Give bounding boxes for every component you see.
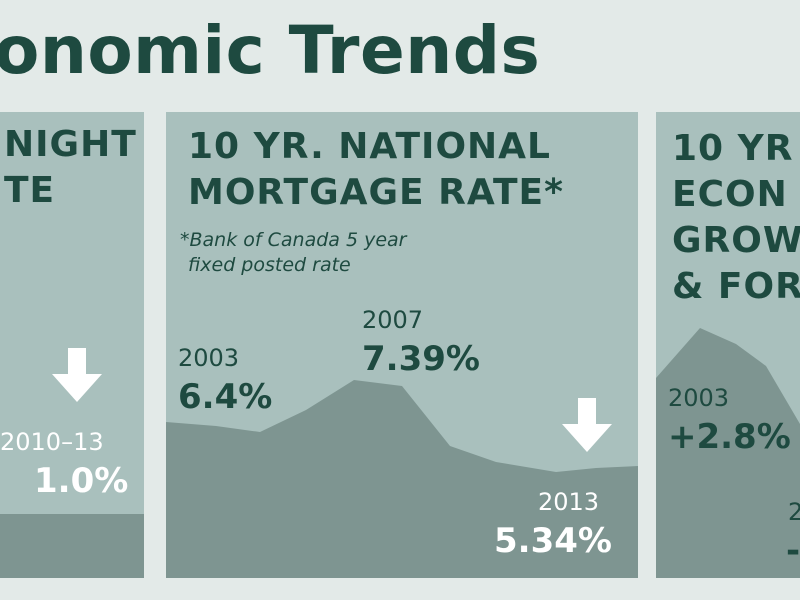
mortgage-title-line2: MORTGAGE RATE* <box>188 172 564 213</box>
growth-title-line3: GROW <box>672 220 800 261</box>
overnight-value-label: 1.0% <box>34 461 129 501</box>
mortgage-2003-value: 6.4% <box>178 377 273 417</box>
overnight-rate-area <box>0 514 144 578</box>
mortgage-rate-panel: 10 YR. NATIONAL MORTGAGE RATE* *Bank of … <box>166 112 638 578</box>
overnight-title-line1: NIGHT <box>4 124 137 165</box>
down-arrow-icon <box>52 348 102 402</box>
mortgage-rate-area <box>166 380 638 578</box>
growth-title-line1: 10 YR <box>672 128 794 169</box>
growth-partial-year: 2 <box>788 498 800 526</box>
mortgage-footnote-line2: fixed posted rate <box>188 254 351 276</box>
mortgage-footnote-line1: *Bank of Canada 5 year <box>180 229 407 251</box>
growth-2003-value: +2.8% <box>668 417 791 457</box>
mortgage-2013-year: 2013 <box>538 488 600 516</box>
mortgage-2013-value: 5.34% <box>494 521 612 561</box>
growth-2003-year: 2003 <box>668 384 730 412</box>
economic-growth-panel: 10 YR ECON GROW & FOR 2003 +2.8% 2 - <box>656 112 800 578</box>
mortgage-2003-year: 2003 <box>178 344 240 372</box>
overnight-rate-panel: NIGHT TE 2010–13 1.0% <box>0 112 144 578</box>
mortgage-title-line1: 10 YR. NATIONAL <box>188 126 551 167</box>
overnight-year-label: 2010–13 <box>0 428 104 456</box>
economic-growth-area <box>656 328 800 578</box>
mortgage-2007-year: 2007 <box>362 306 424 334</box>
page-title: onomic Trends <box>0 12 541 89</box>
growth-title-line4: & FOR <box>672 266 800 307</box>
mortgage-2007-value: 7.39% <box>362 339 480 379</box>
down-arrow-icon <box>562 398 612 452</box>
growth-partial-value: - <box>786 531 800 571</box>
overnight-title-line2: TE <box>4 170 56 211</box>
growth-title-line2: ECON <box>672 174 788 215</box>
